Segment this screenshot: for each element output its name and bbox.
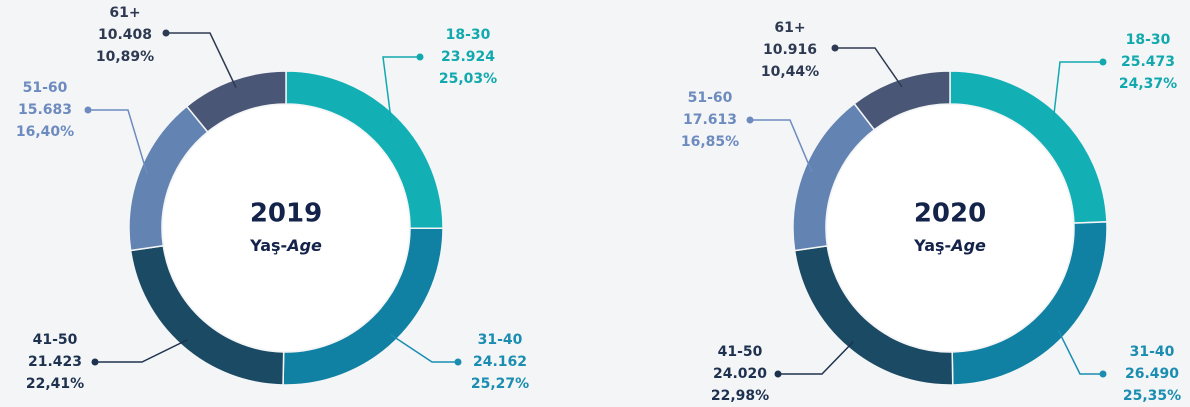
segment-label: 41-50 [718, 344, 763, 360]
leader-dot [746, 116, 754, 124]
center-label-en: Age [949, 236, 986, 255]
donut-segment [185, 70, 287, 133]
segment-label: 10,44% [761, 64, 819, 80]
segment-label: 21.423 [28, 354, 82, 370]
leader-line [750, 119, 813, 173]
segment-label: 16,85% [681, 134, 739, 150]
leader-dot [84, 106, 92, 114]
segment-label: 10,89% [96, 49, 154, 65]
segment-label: 41-50 [33, 332, 78, 348]
center-title: 2019 [250, 199, 322, 229]
segment-label: 22,98% [711, 388, 769, 404]
segment-label: 18-30 [1126, 32, 1171, 48]
segment-label: 31-40 [478, 332, 523, 348]
segment-label: 23.924 [441, 49, 495, 65]
center-label-en: Age [285, 236, 322, 255]
segment-label: 24,37% [1119, 76, 1177, 92]
segment-label: 10.408 [98, 27, 152, 43]
donut-segment [853, 70, 951, 131]
donut-chart: 18-30 23.924 25,03% 31-40 24.162 25,27% 41-50 2… [16, 5, 529, 392]
donut-hole [163, 105, 409, 351]
segment-label: 51-60 [688, 90, 733, 106]
segment-label: 51-60 [23, 80, 68, 96]
segment-label: 61+ [109, 5, 140, 21]
leader-dot [1099, 370, 1107, 378]
leader-dot [774, 370, 782, 378]
center-label: Yaş-Age [913, 236, 986, 255]
segment-label: 25,35% [1123, 388, 1181, 404]
leader-dot [1099, 58, 1107, 66]
segment-label: 24.020 [713, 366, 767, 382]
leader-dot [416, 53, 424, 61]
segment-label: 31-40 [1130, 344, 1175, 360]
center-label-tr: Yaş- [913, 236, 951, 255]
segment-label: 25,27% [471, 376, 529, 392]
segment-label: 22,41% [26, 376, 84, 392]
center-title: 2020 [914, 199, 986, 229]
segment-label: 24.162 [473, 354, 527, 370]
segment-label: 26.490 [1125, 366, 1179, 382]
leader-dot [831, 44, 839, 52]
leader-line [88, 109, 148, 175]
segment-label: 25,03% [439, 71, 497, 87]
leader-line [1057, 329, 1103, 375]
leader-line [778, 341, 855, 375]
center-label-tr: Yaş- [249, 236, 287, 255]
leader-line [1052, 61, 1103, 121]
leader-line [166, 32, 237, 88]
segment-label: 17.613 [683, 112, 737, 128]
leader-dot [454, 358, 462, 366]
leader-line [835, 47, 903, 88]
donut-chart: 18-30 25.473 24,37% 31-40 26.490 25,35% 41-50 2… [681, 20, 1181, 404]
segment-label: 18-30 [446, 27, 491, 43]
leader-line [95, 339, 188, 363]
segment-label: 61+ [774, 20, 805, 36]
segment-label: 15.683 [18, 102, 72, 118]
leader-line [389, 333, 458, 363]
leader-line [382, 56, 420, 123]
segment-label: 25.473 [1121, 54, 1175, 70]
leader-dot [162, 29, 170, 37]
center-label: Yaş-Age [249, 236, 322, 255]
segment-label: 16,40% [16, 124, 74, 140]
segment-label: 10.916 [763, 42, 817, 58]
donut-hole [827, 105, 1073, 351]
leader-dot [91, 358, 99, 366]
